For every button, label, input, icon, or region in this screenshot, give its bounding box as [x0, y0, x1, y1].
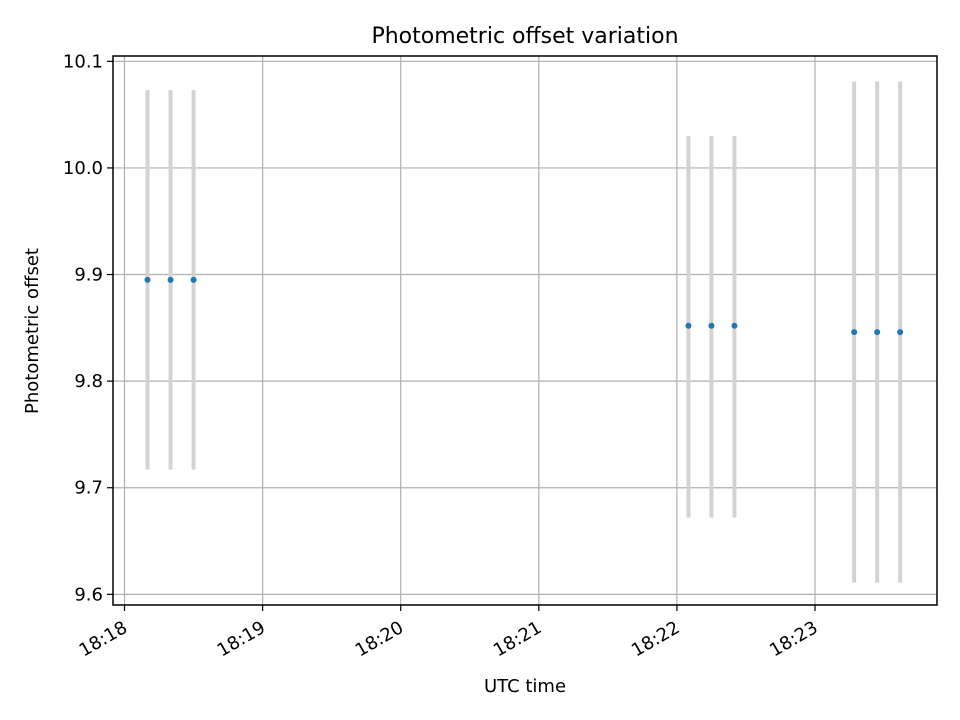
data-point — [731, 322, 738, 329]
y-tick-label: 9.6 — [74, 584, 103, 605]
data-point — [874, 329, 881, 336]
chart-title: Photometric offset variation — [371, 24, 678, 49]
data-point — [897, 329, 904, 336]
data-points — [144, 276, 904, 336]
data-point — [685, 322, 692, 329]
data-point — [190, 276, 197, 283]
x-axis-label: UTC time — [484, 676, 566, 697]
data-point — [708, 322, 715, 329]
y-tick-label: 9.9 — [74, 265, 103, 286]
grid — [113, 56, 937, 605]
y-tick-label: 9.7 — [74, 478, 103, 499]
data-point — [851, 329, 858, 336]
y-tick-label: 9.8 — [74, 371, 103, 392]
y-tick-label: 10.1 — [63, 51, 103, 72]
data-point — [144, 276, 151, 283]
y-axis-label: Photometric offset — [22, 248, 43, 414]
plot-frame — [112, 55, 938, 606]
data-point — [167, 276, 174, 283]
y-tick-label: 10.0 — [63, 158, 103, 179]
